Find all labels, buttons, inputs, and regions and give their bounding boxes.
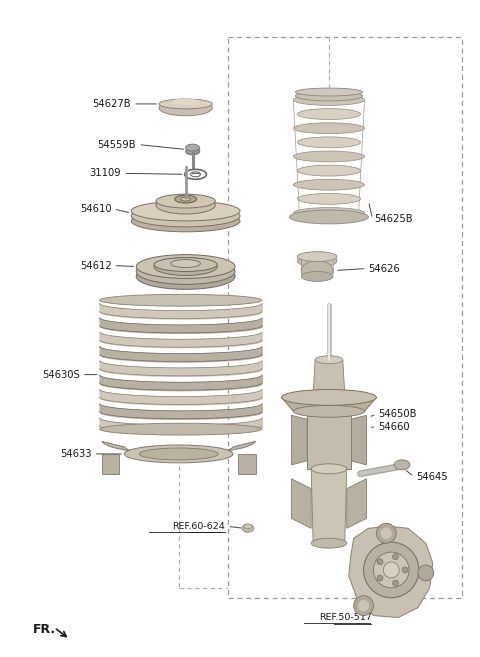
Ellipse shape: [293, 123, 364, 133]
Text: 54625B: 54625B: [374, 214, 413, 224]
Text: 31109: 31109: [90, 168, 121, 178]
Text: 54627B: 54627B: [93, 99, 131, 109]
Text: REF.60-624: REF.60-624: [172, 522, 225, 531]
Ellipse shape: [186, 148, 200, 155]
Ellipse shape: [244, 524, 252, 529]
Ellipse shape: [297, 108, 360, 120]
Ellipse shape: [131, 201, 240, 221]
Polygon shape: [349, 526, 433, 618]
Circle shape: [393, 554, 398, 560]
Circle shape: [376, 524, 396, 543]
Circle shape: [402, 567, 408, 573]
Ellipse shape: [311, 538, 347, 548]
Ellipse shape: [124, 445, 233, 463]
Ellipse shape: [293, 95, 364, 105]
Polygon shape: [311, 469, 347, 543]
Ellipse shape: [394, 460, 410, 470]
Circle shape: [359, 600, 369, 610]
Text: 54660: 54660: [378, 422, 410, 432]
Text: 54559B: 54559B: [97, 139, 136, 150]
Ellipse shape: [297, 137, 360, 148]
Polygon shape: [238, 454, 256, 474]
Polygon shape: [291, 415, 307, 465]
Ellipse shape: [289, 210, 369, 224]
Ellipse shape: [301, 271, 333, 281]
Ellipse shape: [136, 263, 235, 289]
Text: 54633: 54633: [60, 449, 92, 459]
Ellipse shape: [281, 390, 376, 405]
Polygon shape: [281, 397, 376, 411]
Ellipse shape: [295, 88, 362, 96]
Ellipse shape: [159, 100, 212, 116]
Ellipse shape: [297, 165, 360, 176]
Ellipse shape: [293, 179, 364, 190]
Ellipse shape: [136, 259, 235, 284]
Polygon shape: [102, 442, 255, 456]
Text: FR.: FR.: [33, 623, 56, 636]
Text: 54626: 54626: [369, 263, 400, 273]
Polygon shape: [351, 415, 367, 465]
Circle shape: [363, 542, 419, 598]
Ellipse shape: [175, 195, 196, 203]
Text: 54650B: 54650B: [378, 409, 417, 419]
Polygon shape: [307, 411, 351, 469]
Ellipse shape: [139, 448, 218, 460]
Circle shape: [418, 565, 434, 581]
Ellipse shape: [159, 99, 212, 109]
Ellipse shape: [180, 197, 191, 201]
Circle shape: [393, 580, 398, 586]
Text: 54610: 54610: [80, 204, 111, 214]
Ellipse shape: [131, 205, 240, 227]
Ellipse shape: [131, 210, 240, 232]
Ellipse shape: [295, 91, 362, 101]
Polygon shape: [347, 479, 367, 528]
Text: 54645: 54645: [416, 472, 447, 482]
Ellipse shape: [172, 99, 200, 104]
Ellipse shape: [301, 261, 333, 281]
Text: 54612: 54612: [80, 261, 111, 271]
Ellipse shape: [186, 144, 200, 151]
Ellipse shape: [293, 405, 364, 417]
Ellipse shape: [100, 423, 262, 435]
Text: 54630S: 54630S: [42, 370, 80, 380]
Ellipse shape: [293, 208, 364, 218]
Ellipse shape: [315, 356, 343, 364]
Text: REF.50-517: REF.50-517: [319, 613, 372, 622]
Ellipse shape: [154, 258, 217, 271]
Ellipse shape: [156, 194, 216, 208]
Ellipse shape: [293, 151, 364, 162]
Ellipse shape: [242, 524, 254, 532]
Ellipse shape: [311, 464, 347, 474]
Circle shape: [373, 552, 409, 588]
Ellipse shape: [100, 294, 262, 306]
Circle shape: [377, 559, 383, 565]
Ellipse shape: [136, 255, 235, 279]
Circle shape: [354, 596, 373, 616]
Ellipse shape: [156, 196, 216, 214]
Ellipse shape: [313, 390, 345, 398]
Circle shape: [377, 575, 383, 581]
Circle shape: [384, 562, 399, 578]
Ellipse shape: [297, 254, 337, 267]
Ellipse shape: [297, 193, 360, 204]
Polygon shape: [102, 454, 120, 474]
Polygon shape: [291, 479, 311, 528]
Polygon shape: [313, 360, 345, 394]
Circle shape: [381, 528, 391, 538]
Ellipse shape: [297, 252, 337, 261]
Ellipse shape: [154, 258, 217, 275]
Ellipse shape: [171, 260, 201, 267]
